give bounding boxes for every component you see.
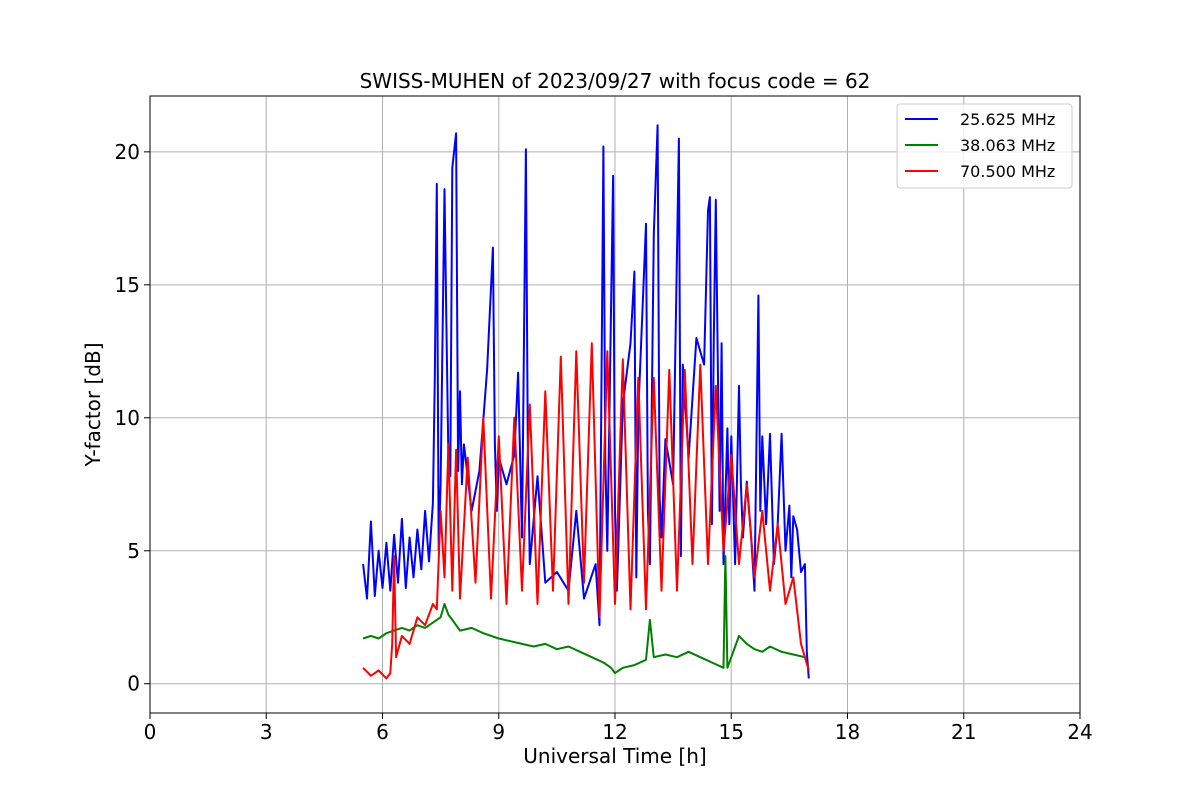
- x-tick-label-7: 21: [951, 720, 976, 744]
- x-tick-label-6: 18: [835, 720, 860, 744]
- x-tick-label-4: 12: [602, 720, 627, 744]
- legend-label-1: 38.063 MHz: [960, 136, 1055, 155]
- x-tick-label-2: 6: [376, 720, 389, 744]
- x-tick-label-8: 24: [1067, 720, 1092, 744]
- y-tick-label-4: 20: [115, 140, 140, 164]
- y-tick-label-3: 15: [115, 273, 140, 297]
- y-tick-label-2: 10: [115, 406, 140, 430]
- y-tick-label-1: 5: [127, 539, 140, 563]
- legend-label-2: 70.500 MHz: [960, 162, 1055, 181]
- y-tick-label-0: 0: [127, 672, 140, 696]
- legend: 25.625 MHz 38.063 MHz 70.500 MHz: [896, 103, 1073, 189]
- series-layer: [362, 124, 810, 680]
- chart-title: SWISS-MUHEN of 2023/09/27 with focus cod…: [360, 69, 871, 93]
- x-tick-label-3: 9: [492, 720, 505, 744]
- x-tick-label-5: 15: [719, 720, 744, 744]
- legend-label-0: 25.625 MHz: [960, 110, 1055, 129]
- series-line-1: [362, 555, 806, 675]
- x-tick-label-1: 3: [260, 720, 273, 744]
- series-line-2: [362, 342, 810, 680]
- y-axis-label: Y-factor [dB]: [81, 342, 105, 467]
- legend-box: [896, 103, 1073, 189]
- x-tick-label-0: 0: [144, 720, 157, 744]
- axis-ticks: 0 3 6 9 12 15 18 21 24 0 5 10 15 20: [115, 140, 1093, 744]
- x-axis-label: Universal Time [h]: [523, 744, 706, 768]
